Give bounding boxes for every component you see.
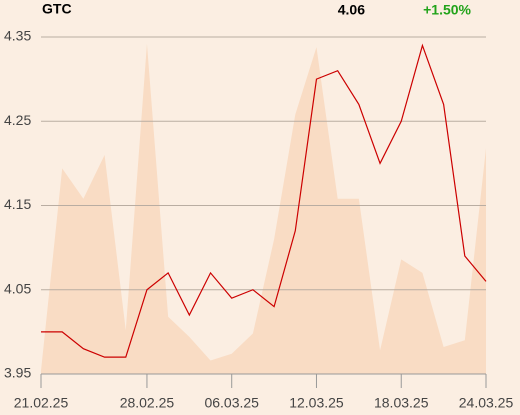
y-tick-label: 4.15 (4, 196, 31, 212)
y-tick-label: 4.25 (4, 112, 31, 128)
y-tick-label: 4.05 (4, 280, 31, 296)
volume-area (41, 43, 486, 375)
change: +1.50% (423, 2, 471, 18)
x-tick-label: 12.03.25 (289, 395, 344, 411)
price-line (41, 43, 487, 358)
y-tick-label: 3.95 (4, 365, 31, 381)
x-tick-label: 18.03.25 (374, 395, 429, 411)
last-value: 4.06 (338, 2, 365, 18)
x-tick-label: 06.03.25 (204, 395, 259, 411)
y-tick-label: 4.35 (4, 28, 31, 44)
chart-title: GTC (42, 1, 72, 17)
x-tick-label: 21.02.25 (14, 395, 69, 411)
x-tick-label: 28.02.25 (120, 395, 175, 411)
x-tick-label: 24.03.25 (459, 395, 514, 411)
